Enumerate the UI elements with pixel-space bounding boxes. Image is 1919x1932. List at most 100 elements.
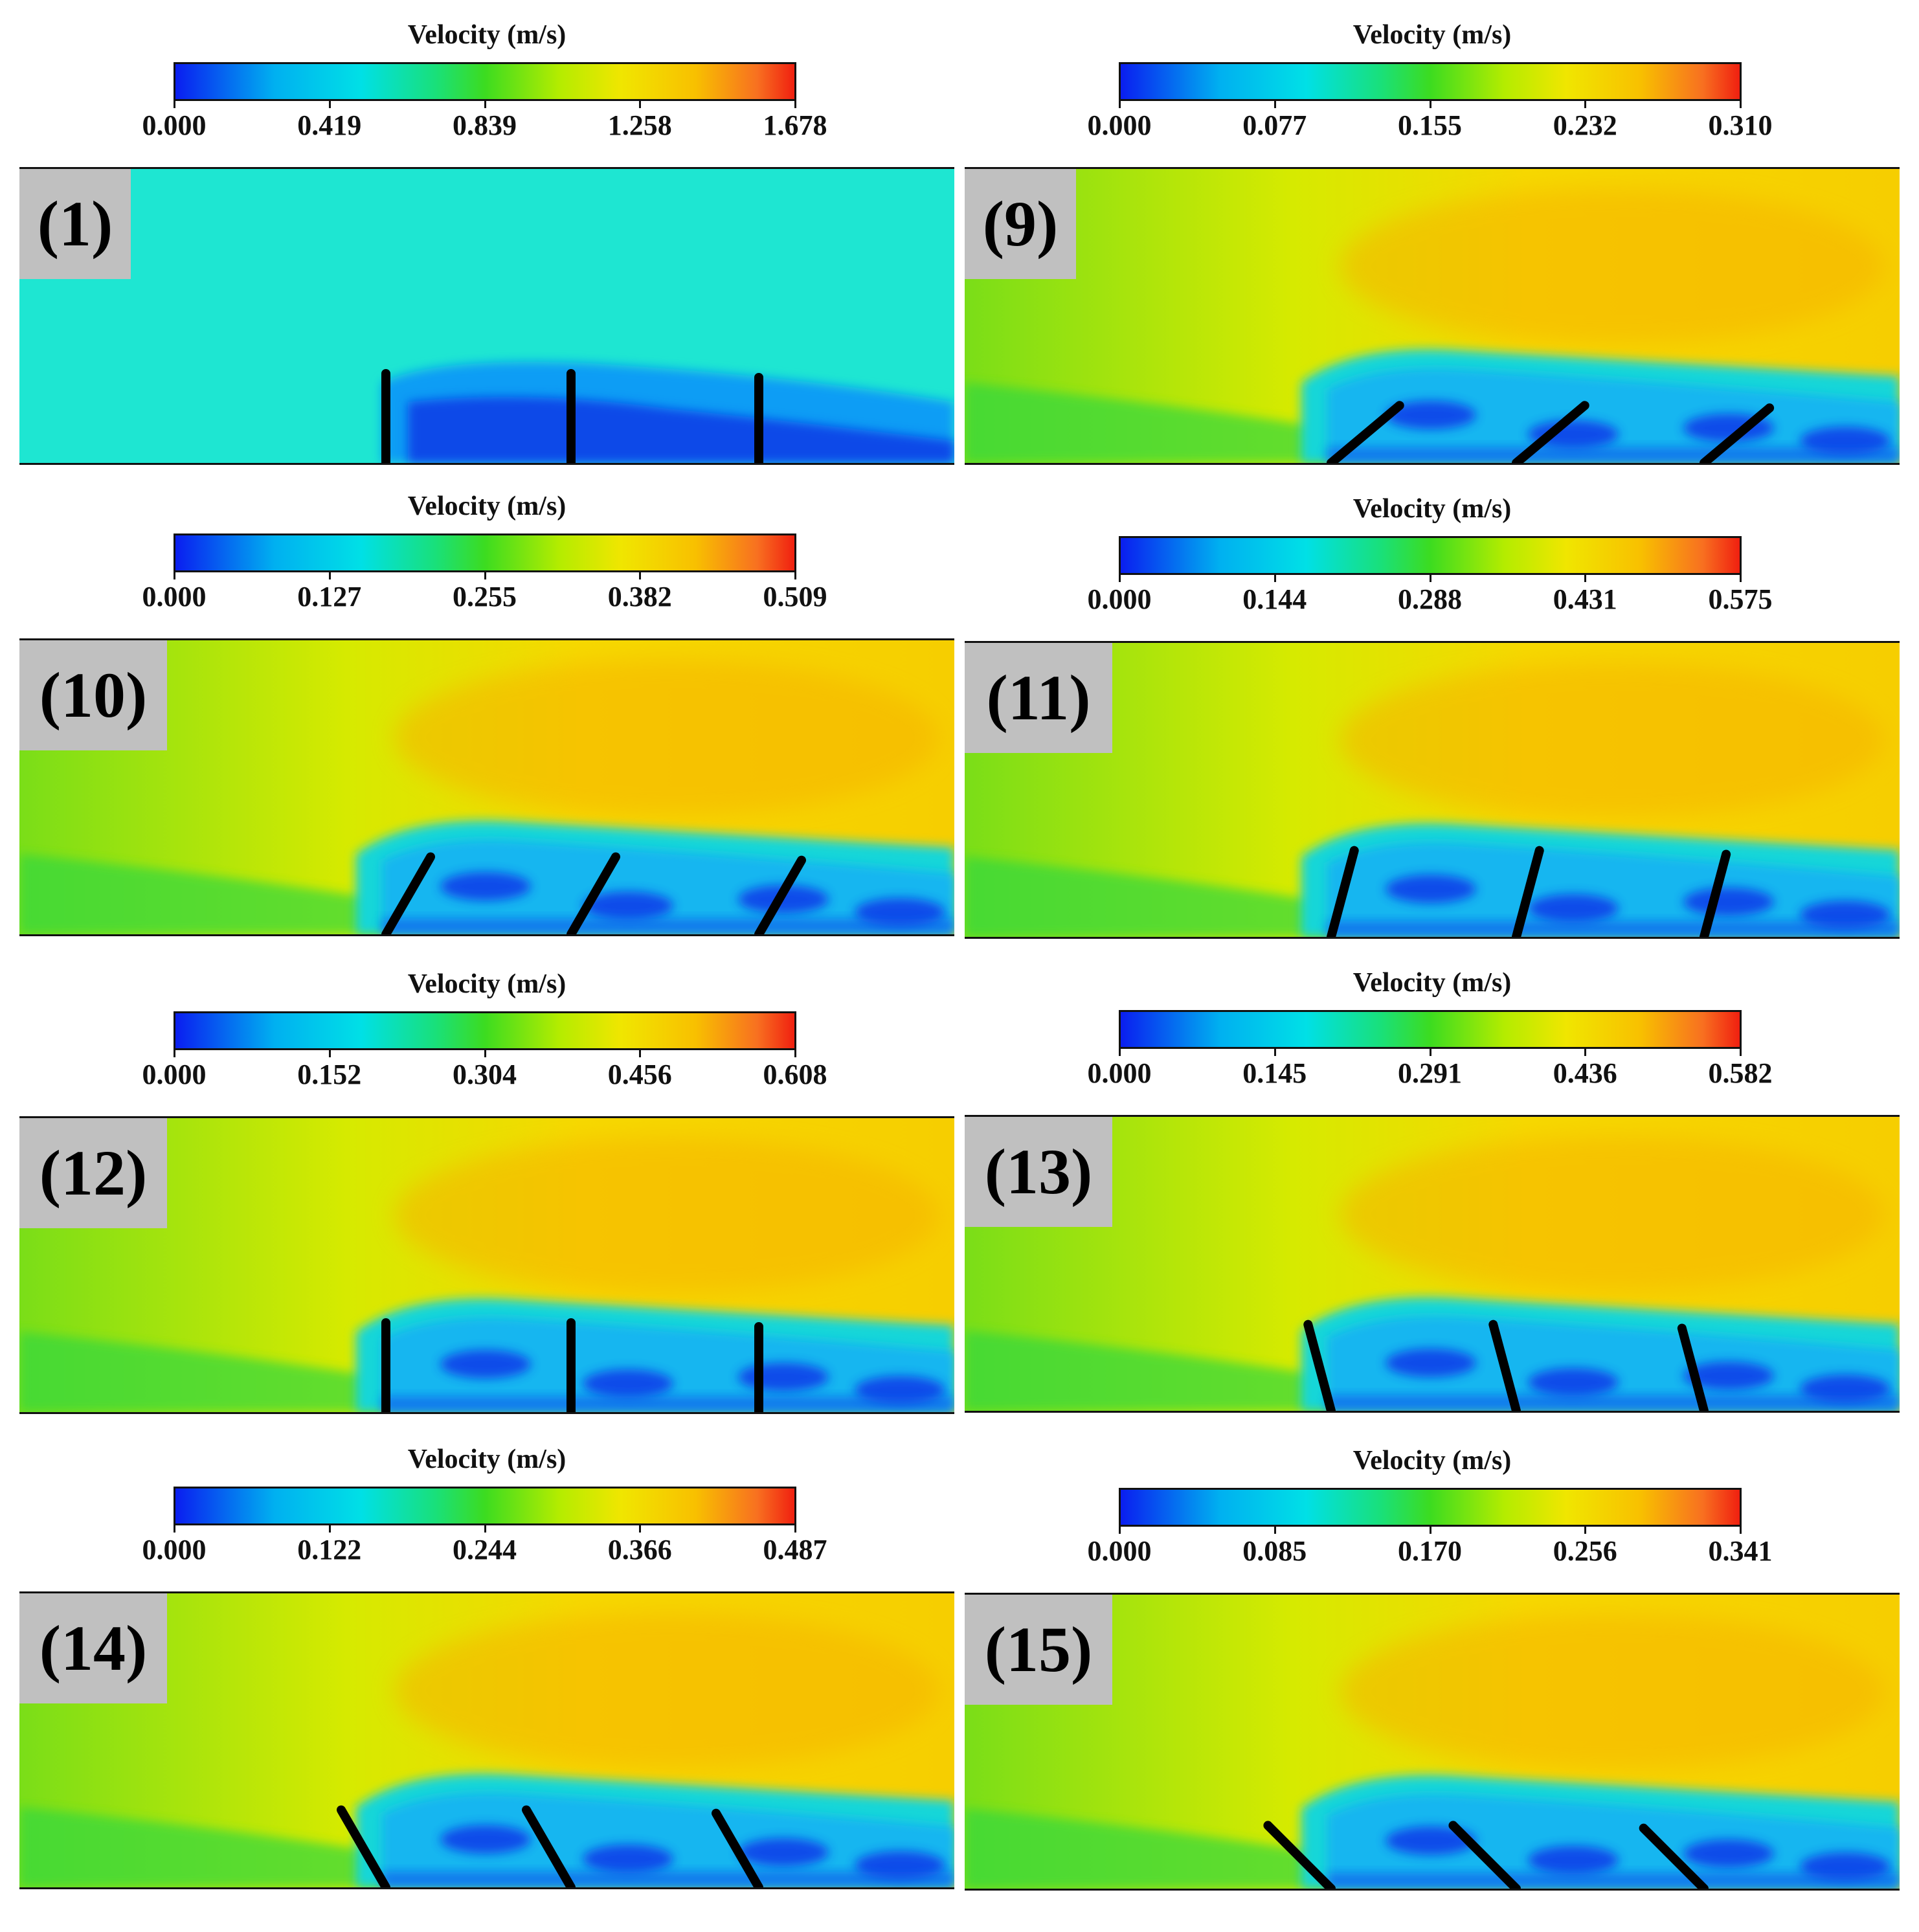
panel-label: (11) [965,643,1112,753]
colorbar-tick-label: 0.152 [297,1059,362,1090]
colorbar-tick-label: 0.155 [1398,109,1462,141]
colorbar-title: Velocity (m/s) [407,491,567,521]
panel-10: Velocity (m/s) 0.000 0.127 0.255 0.382 0.509 (… [19,471,954,945]
colorbar-tick [1740,573,1742,582]
velocity-contour-plot: (9) [965,167,1900,465]
colorbar-tick [1429,1047,1431,1056]
colorbar-tick [1429,573,1431,582]
colorbar-tick [1584,99,1587,108]
panel-14: Velocity (m/s) 0.000 0.122 0.244 0.366 0.487 (… [19,1424,954,1898]
colorbar [1119,62,1742,101]
colorbar-tick-label: 0.256 [1553,1535,1617,1567]
colorbar-tick-label: 0.291 [1398,1057,1462,1089]
panel-label: (10) [19,640,167,750]
blade [1677,1323,1709,1411]
velocity-field [965,169,1900,463]
velocity-field [19,169,954,463]
blade [1700,849,1731,937]
colorbar-title: Velocity (m/s) [1352,20,1512,50]
colorbar [174,1487,796,1525]
colorbar-title: Velocity (m/s) [407,1444,567,1474]
colorbar-tick-label: 0.255 [453,581,517,612]
colorbar-tick-label: 0.000 [142,1534,207,1566]
colorbar-tick [1584,1525,1587,1534]
colorbar-tick-label: 0.382 [607,581,672,612]
panel-15: Velocity (m/s) 0.000 0.085 0.170 0.256 0.341 (… [965,1426,1900,1900]
colorbar-tick [328,570,331,579]
blade [567,852,620,934]
colorbar-tick [1274,1047,1276,1056]
colorbar-tick-label: 0.487 [763,1534,827,1566]
colorbar-tick [794,1048,796,1057]
colorbar-tick [639,1048,642,1057]
panel-1: Velocity (m/s) 0.000 0.419 0.839 1.258 1.678 (… [19,0,954,474]
colorbar-tick-label: 0.000 [142,109,207,141]
colorbar-tick-label: 0.608 [763,1059,827,1090]
colorbar-tick [1429,1525,1431,1534]
colorbar-tick [1274,573,1276,582]
colorbar-tick-label: 0.122 [297,1534,362,1566]
velocity-field [965,643,1900,937]
colorbar-tick-label: 0.509 [763,581,827,612]
colorbar-tick [328,99,331,108]
blade [754,855,806,934]
panel-label: (13) [965,1117,1112,1227]
colorbar-tick-label: 0.000 [1087,109,1152,141]
colorbar-tick [328,1523,331,1533]
colorbar-tick [328,1048,331,1057]
panel-label: (15) [965,1595,1112,1705]
colorbar-tick-label: 1.678 [763,109,827,141]
panel-label: (14) [19,1593,167,1703]
colorbar-tick [794,99,796,108]
colorbar-tick [1584,573,1587,582]
colorbar-tick [639,1523,642,1533]
colorbar [1119,536,1742,575]
colorbar-title: Velocity (m/s) [1352,968,1512,998]
colorbar-tick [1740,1047,1742,1056]
blade [1512,846,1544,937]
colorbar-tick-label: 0.000 [1087,1057,1152,1089]
panel-11: Velocity (m/s) 0.000 0.144 0.288 0.431 0.575 (… [965,474,1900,948]
colorbar-tick-label: 0.232 [1553,109,1617,141]
colorbar-tick-label: 0.288 [1398,583,1462,615]
colorbar-tick-label: 0.419 [297,109,362,141]
colorbar-tick [484,570,486,579]
colorbar-tick-label: 0.170 [1398,1535,1462,1567]
colorbar [174,62,796,101]
blade [1639,1823,1709,1889]
colorbar [1119,1488,1742,1527]
colorbar-tick [174,99,175,108]
panel-label: (1) [19,169,131,279]
colorbar-tick-label: 0.456 [607,1059,672,1090]
velocity-contour-plot: (11) [965,641,1900,939]
colorbar-tick-label: 0.000 [1087,583,1152,615]
colorbar-tick-label: 0.431 [1553,583,1617,615]
colorbar-tick [1740,99,1742,108]
blade [1303,1320,1336,1411]
colorbar-tick-label: 0.000 [142,581,207,612]
colorbar-tick-label: 0.000 [1087,1535,1152,1567]
colorbar-tick-label: 0.085 [1242,1535,1307,1567]
colorbar-tick [1119,573,1121,582]
colorbar-title: Velocity (m/s) [407,969,567,999]
colorbar-tick [484,1523,486,1533]
colorbar-tick [1274,1525,1276,1534]
colorbar-tick [174,1048,175,1057]
blade [381,852,435,934]
panel-12: Velocity (m/s) 0.000 0.152 0.304 0.456 0.608 (… [19,949,954,1423]
colorbar-tick-label: 0.304 [453,1059,517,1090]
colorbar-tick-label: 0.366 [607,1534,672,1566]
colorbar [174,534,796,572]
blade [1327,846,1359,937]
colorbar-tick-label: 0.839 [453,109,517,141]
colorbar-tick-label: 0.145 [1242,1057,1307,1089]
colorbar-tick-label: 0.582 [1708,1057,1773,1089]
colorbar [1119,1010,1742,1049]
velocity-field [965,1595,1900,1889]
colorbar-tick [1119,99,1121,108]
velocity-field [19,1593,954,1887]
panel-9: Velocity (m/s) 0.000 0.077 0.155 0.232 0.310 (… [965,0,1900,474]
blade [1700,403,1775,463]
colorbar-tick-label: 0.575 [1708,583,1773,615]
colorbar-tick [1429,99,1431,108]
